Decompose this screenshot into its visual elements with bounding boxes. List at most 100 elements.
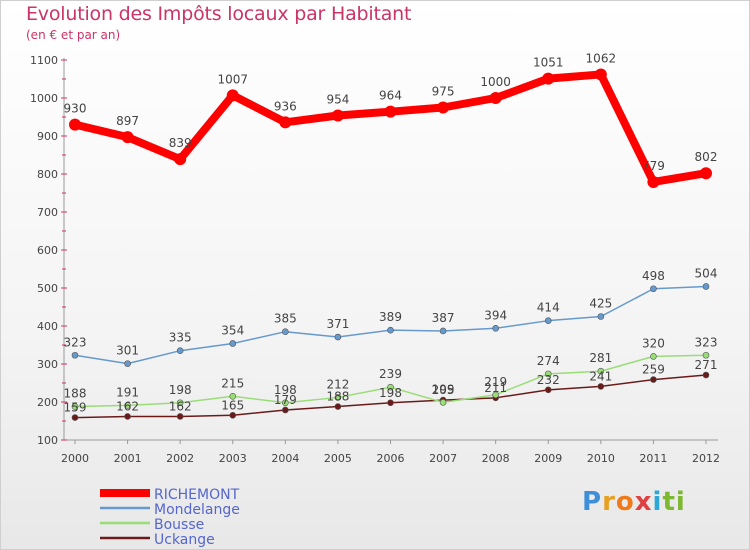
data-point <box>71 351 79 359</box>
data-point <box>594 68 607 81</box>
data-label: 387 <box>432 311 455 325</box>
data-label: 162 <box>116 399 139 413</box>
data-label: 385 <box>274 312 297 326</box>
y-tick-label: 300 <box>37 358 58 371</box>
data-point <box>597 383 605 390</box>
data-point <box>439 327 447 335</box>
data-point <box>124 360 131 367</box>
x-tick-label: 2006 <box>377 452 405 465</box>
data-label: 301 <box>116 344 139 358</box>
data-label: 179 <box>274 393 297 407</box>
data-label: 212 <box>326 377 349 391</box>
x-tick-label: 2000 <box>61 452 89 465</box>
y-tick-label: 1100 <box>30 54 58 67</box>
data-point <box>176 399 184 407</box>
data-label: 232 <box>537 373 560 387</box>
data-label: 211 <box>484 381 507 395</box>
data-point <box>544 386 552 394</box>
x-tick-label: 2007 <box>429 452 457 465</box>
legend-label: Uckange <box>154 532 215 548</box>
logo-letter: i <box>675 487 686 517</box>
y-tick-label: 700 <box>37 206 58 219</box>
data-point <box>334 403 342 410</box>
data-point <box>334 333 342 341</box>
y-tick-label: 1000 <box>30 92 58 105</box>
data-point <box>69 118 81 131</box>
data-point <box>71 414 79 421</box>
data-point <box>282 328 289 336</box>
data-point <box>176 347 184 355</box>
data-label: 198 <box>379 386 402 400</box>
data-label: 839 <box>169 136 192 150</box>
data-point <box>229 340 237 347</box>
data-point <box>176 413 184 420</box>
data-label: 241 <box>589 369 612 383</box>
data-point <box>387 399 394 407</box>
data-label: 802 <box>695 150 718 164</box>
data-point <box>544 317 552 324</box>
data-label: 165 <box>221 398 244 412</box>
y-tick-label: 800 <box>37 168 58 181</box>
x-tick-label: 2003 <box>219 452 247 465</box>
data-label: 198 <box>274 383 297 397</box>
x-tick-label: 2009 <box>534 452 562 465</box>
legend-label: RICHEMONT <box>154 487 240 503</box>
data-label: 219 <box>484 375 507 389</box>
data-point <box>437 101 450 114</box>
data-label: 964 <box>379 89 402 103</box>
y-tick-label: 400 <box>37 320 58 333</box>
data-label: 779 <box>642 159 665 173</box>
data-point <box>387 326 394 334</box>
data-label: 1007 <box>217 72 248 86</box>
chart-subtitle: (en € et par an) <box>26 28 121 42</box>
legend-label: Bousse <box>154 517 204 533</box>
logo-letter: x <box>634 487 653 517</box>
data-point <box>544 370 552 378</box>
data-point <box>387 383 394 391</box>
logo-letter: P <box>582 487 603 517</box>
x-tick-label: 2001 <box>114 452 142 465</box>
y-tick-label: 500 <box>37 282 58 295</box>
data-label: 188 <box>326 390 349 404</box>
data-point <box>702 351 710 359</box>
data-point <box>492 391 499 399</box>
x-tick-label: 2012 <box>692 452 720 465</box>
data-label: 159 <box>64 401 87 415</box>
data-point <box>124 402 131 409</box>
data-label: 271 <box>695 358 718 372</box>
logo-letter: t <box>662 487 676 517</box>
data-label: 323 <box>64 335 87 349</box>
data-label: 320 <box>642 336 665 350</box>
data-point <box>384 105 397 118</box>
chart-title: Evolution des Impôts locaux par Habitant <box>26 3 412 25</box>
y-tick-label: 900 <box>37 130 58 143</box>
data-point <box>71 403 79 410</box>
data-label: 1051 <box>533 56 564 70</box>
x-tick-label: 2002 <box>166 452 194 465</box>
data-label: 188 <box>64 387 87 401</box>
x-tick-label: 2011 <box>639 452 667 465</box>
x-tick-label: 2004 <box>271 452 299 465</box>
data-label: 335 <box>169 331 192 345</box>
data-point <box>492 324 499 332</box>
data-label: 274 <box>537 354 560 368</box>
data-point <box>439 399 447 406</box>
data-point <box>650 353 657 360</box>
data-point <box>279 116 292 129</box>
logo-letter: r <box>602 487 616 517</box>
data-label: 259 <box>642 363 665 377</box>
data-point <box>331 109 344 122</box>
data-label: 239 <box>379 367 402 381</box>
data-label: 504 <box>695 266 718 280</box>
proxiti-logo: Proxiti <box>582 487 686 517</box>
data-point <box>489 92 502 104</box>
data-label: 162 <box>169 399 192 413</box>
data-point <box>124 413 131 420</box>
data-point <box>229 411 237 419</box>
data-label: 389 <box>379 310 402 324</box>
data-label: 215 <box>221 376 244 390</box>
data-label: 198 <box>169 383 192 397</box>
data-point <box>542 72 555 85</box>
